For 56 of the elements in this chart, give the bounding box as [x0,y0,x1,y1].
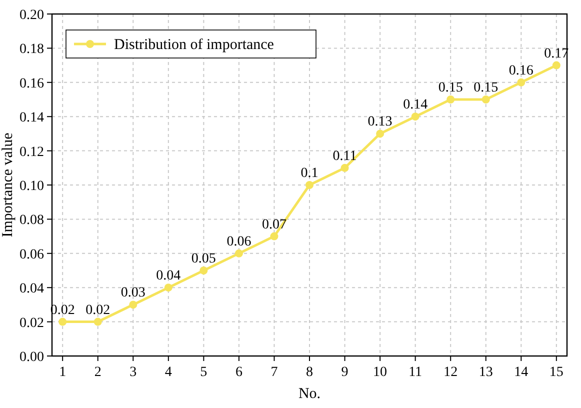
x-tick-label: 6 [235,365,242,380]
point [58,318,67,326]
point [340,164,349,172]
data-label: 0.15 [474,80,498,96]
y-tick-label: 0.02 [20,316,44,331]
y-tick-label: 0.18 [20,42,44,58]
data-label: 0.1 [300,166,318,181]
point [446,96,455,104]
point [234,249,243,258]
y-tick-label: 0.00 [20,350,44,365]
point [517,78,526,86]
point [411,112,420,121]
data-label: 0.11 [332,148,357,164]
data-label: 0.06 [226,234,252,250]
point [306,181,314,189]
point [129,300,138,309]
data-label: 0.04 [156,268,181,284]
y-tick-label: 0.12 [20,144,44,160]
x-tick-label: 8 [306,365,313,380]
x-tick-label: 13 [478,365,493,380]
data-label: 0.05 [191,252,216,266]
x-tick-label: 10 [373,365,388,380]
point [482,96,490,104]
x-tick-label: 3 [130,365,137,380]
y-tick-label: 0.08 [20,213,44,228]
y-tick-label: 0.06 [20,247,44,262]
data-label: 0.03 [120,286,146,301]
point [200,266,208,274]
data-label: 0.16 [508,63,534,78]
y-axis-title: Importance value [0,132,16,238]
x-tick-label: 12 [444,365,458,380]
y-tick-label: 0.16 [20,76,44,92]
x-tick-label: 7 [270,365,278,380]
data-label: 0.13 [368,114,392,130]
point [376,130,384,138]
data-label: 0.14 [403,98,428,113]
data-label: 0.15 [438,80,463,96]
x-tick-label: 4 [164,365,172,380]
x-tick-label: 1 [59,365,66,380]
point [270,232,278,240]
y-tick-label: 0.10 [20,179,44,194]
x-tick-label: 9 [341,365,348,380]
x-tick-label: 11 [408,365,422,380]
y-tick-label: 0.04 [20,282,44,297]
x-axis-title: No. [298,386,321,402]
point [552,61,560,70]
point [94,318,102,326]
x-tick-label: 2 [94,365,102,380]
x-tick-label: 5 [200,365,208,380]
x-tick-label: 14 [514,365,528,380]
y-tick-label: 0.20 [20,8,44,23]
data-label: 0.02 [86,302,110,318]
x-tick-label: 15 [549,365,564,380]
point [164,284,172,292]
y-tick-label: 0.14 [20,110,44,126]
legend-label: Distribution of importance [114,37,274,53]
